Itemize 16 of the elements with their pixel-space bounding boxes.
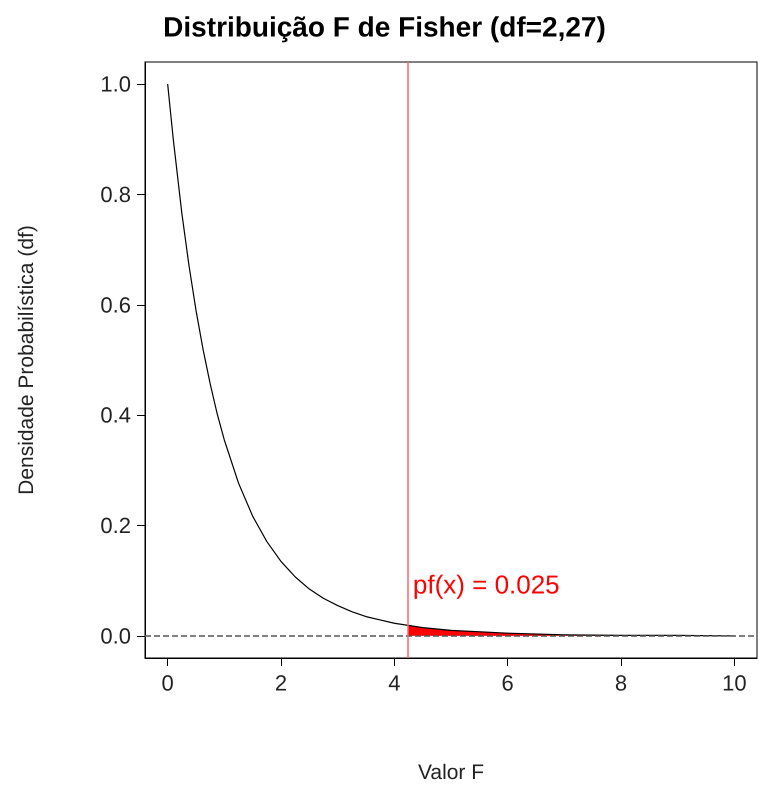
chart-title: Distribuição F de Fisher (df=2,27) xyxy=(163,12,606,42)
y-tick-label: 0.8 xyxy=(100,182,131,207)
y-tick-label: 0.4 xyxy=(100,402,131,428)
x-axis-title: Valor F xyxy=(418,761,484,784)
y-tick-label: 0.6 xyxy=(100,292,131,318)
y-tick-label: 0.2 xyxy=(100,513,131,538)
x-tick-label: 0 xyxy=(162,670,174,696)
x-tick-label: 8 xyxy=(614,670,628,696)
x-tick-label: 2 xyxy=(274,670,288,696)
y-tick-label: 1.0 xyxy=(100,72,131,97)
annotation: pf(x) = 0.025 xyxy=(412,569,560,600)
y-tick-label: 0.0 xyxy=(100,623,131,648)
x-tick-label: 10 xyxy=(722,670,747,696)
y-axis-title: Densidade Probabilística (df) xyxy=(15,225,38,495)
x-tick-label: 4 xyxy=(388,670,400,696)
x-tick-label: 6 xyxy=(502,670,514,696)
